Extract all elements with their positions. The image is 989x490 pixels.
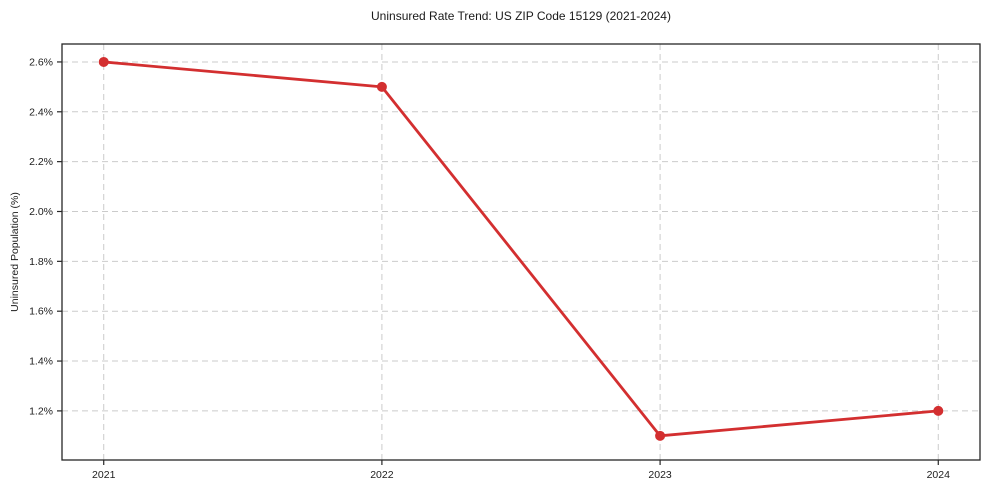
y-tick-label: 2.6%: [29, 56, 53, 68]
chart-title: Uninsured Rate Trend: US ZIP Code 15129 …: [371, 9, 671, 23]
data-point: [655, 430, 666, 441]
x-tick-label: 2021: [92, 469, 116, 481]
data-point: [376, 81, 387, 92]
y-tick-label: 1.4%: [29, 356, 53, 368]
x-tick-label: 2022: [370, 469, 394, 481]
y-tick-label: 2.4%: [29, 106, 53, 118]
y-tick-label: 2.2%: [29, 156, 53, 168]
data-point: [98, 56, 109, 67]
x-tick-label: 2023: [648, 469, 672, 481]
y-tick-label: 1.2%: [29, 405, 53, 417]
y-tick-label: 2.0%: [29, 206, 53, 218]
y-tick-label: 1.8%: [29, 256, 53, 268]
y-tick-label: 1.6%: [29, 306, 53, 318]
data-point: [933, 405, 944, 416]
x-tick-label: 2024: [927, 469, 951, 481]
y-axis-label: Uninsured Population (%): [9, 192, 21, 312]
data-line: [102, 60, 940, 438]
plot-border: [61, 43, 981, 461]
